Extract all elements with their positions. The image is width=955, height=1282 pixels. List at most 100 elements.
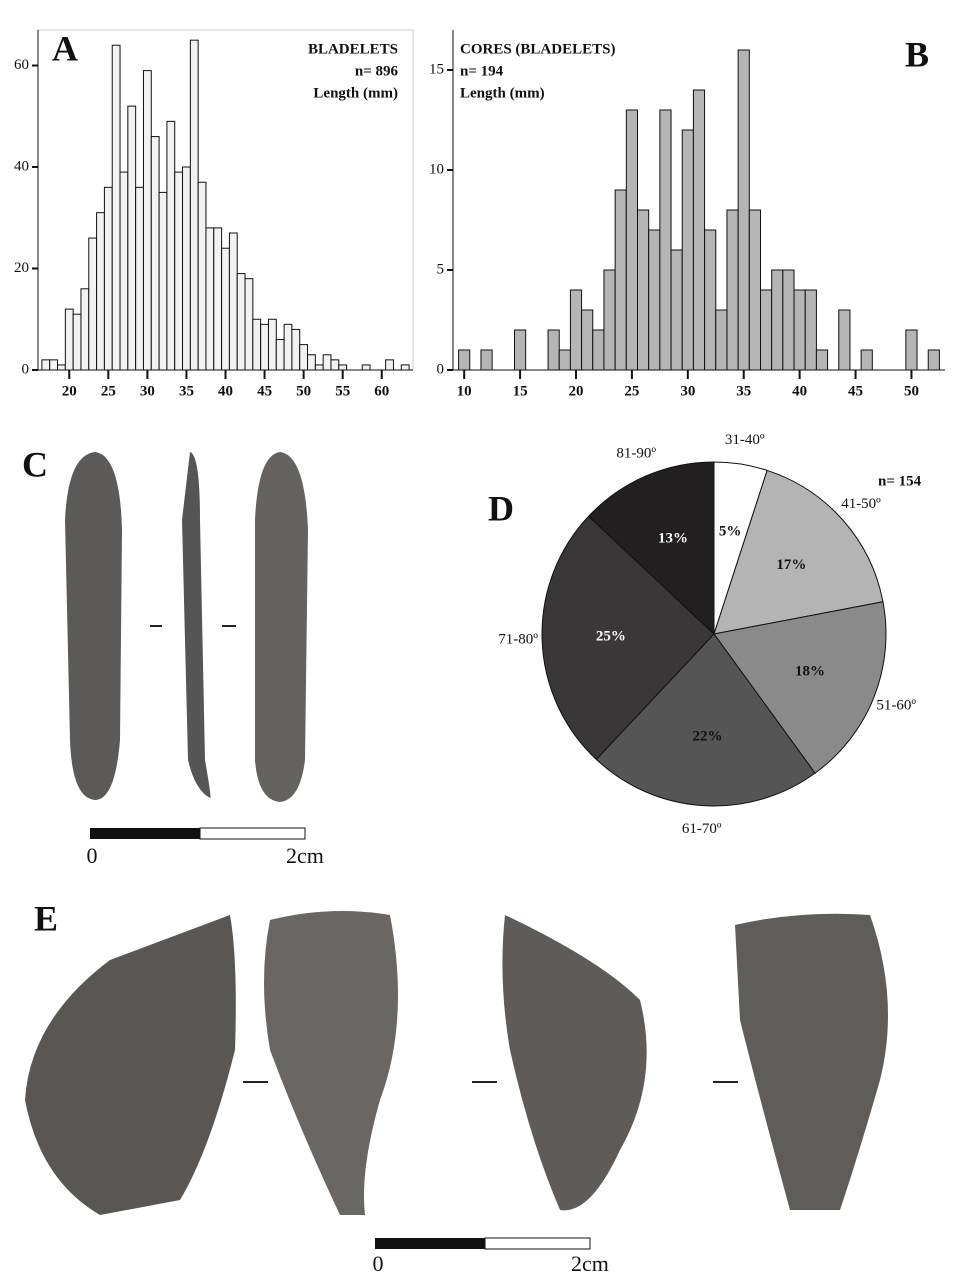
panel-letter: E: [34, 898, 58, 938]
bar: [197, 181, 207, 371]
bar: [804, 289, 817, 371]
chart-title: CORES (BLADELETS): [460, 41, 615, 57]
slice-label: 5%: [719, 524, 742, 540]
bar: [748, 209, 761, 371]
bar: [267, 318, 277, 371]
bar: [80, 288, 90, 371]
x-tick-label: 25: [624, 383, 639, 399]
slice-label: 18%: [795, 663, 825, 679]
bar: [603, 269, 616, 371]
bar: [569, 289, 583, 371]
x-tick-label: 20: [569, 383, 584, 399]
x-tick-label: 45: [257, 383, 272, 399]
y-tick-label: 40: [14, 158, 29, 174]
bar: [260, 323, 269, 371]
x-tick-label: 25: [101, 383, 116, 399]
bar: [213, 227, 223, 371]
bar: [704, 229, 717, 371]
x-tick-label: 30: [140, 383, 155, 399]
annotation: Length (mm): [313, 85, 398, 101]
bar: [49, 359, 59, 371]
chart-title: BLADELETS: [308, 41, 398, 57]
x-tick-label: 50: [904, 383, 919, 399]
bar: [648, 229, 661, 371]
bar: [692, 89, 706, 371]
bar: [205, 227, 215, 371]
bar: [514, 329, 527, 371]
category-label: 51-60º: [876, 698, 916, 714]
bar: [127, 105, 137, 371]
x-tick-label: 55: [335, 383, 350, 399]
bar: [385, 359, 394, 371]
bar: [57, 364, 66, 371]
bar: [64, 308, 74, 371]
x-tick-label: 50: [296, 383, 311, 399]
y-tick-label: 15: [429, 61, 444, 77]
bar: [96, 212, 105, 371]
scale-label: 0: [373, 1251, 384, 1276]
category-label: 41-50º: [841, 496, 881, 512]
panel-letter: B: [905, 34, 929, 74]
bar: [322, 354, 332, 371]
photo-cores: [25, 911, 888, 1215]
bar: [88, 237, 98, 371]
bar: [737, 49, 750, 371]
bar: [614, 189, 627, 371]
bar: [142, 70, 152, 371]
y-tick-label: 5: [437, 261, 445, 277]
bar: [41, 359, 51, 371]
x-tick-label: 35: [736, 383, 751, 399]
bar: [361, 364, 371, 371]
slice-label: 17%: [776, 557, 806, 573]
slice-label: 13%: [658, 531, 688, 547]
bar: [838, 309, 851, 371]
pie-slice: [587, 461, 715, 636]
y-tick-label: 10: [429, 161, 444, 177]
slice-label: 25%: [596, 629, 626, 645]
bar: [480, 349, 493, 371]
bar: [236, 273, 246, 371]
bar: [244, 278, 254, 371]
bar: [314, 364, 324, 371]
x-tick-label: 40: [792, 383, 807, 399]
bar: [307, 354, 316, 371]
category-label: 71-80º: [498, 632, 538, 648]
panel-letter: D: [488, 488, 514, 528]
bar: [793, 289, 806, 371]
panel-letter: C: [22, 444, 48, 484]
bar: [581, 309, 594, 371]
bar: [299, 344, 309, 371]
bar: [815, 349, 829, 371]
bar: [458, 349, 471, 371]
category-label: 81-90º: [616, 446, 656, 462]
bar: [291, 328, 301, 371]
bar: [330, 359, 340, 371]
x-tick-label: 10: [457, 383, 472, 399]
bar: [927, 349, 940, 371]
annotation: Length (mm): [460, 85, 545, 101]
bar: [103, 186, 113, 371]
bar: [715, 309, 728, 371]
bar: [182, 166, 191, 371]
bar: [547, 329, 560, 371]
category-label: 31-40º: [725, 432, 765, 448]
bar: [221, 247, 230, 371]
bar: [637, 209, 650, 371]
scale-label: 2cm: [286, 843, 324, 868]
y-tick-label: 60: [14, 57, 29, 73]
annotation: n= 194: [460, 63, 504, 79]
x-tick-label: 15: [513, 383, 528, 399]
bar: [782, 269, 795, 371]
x-tick-label: 35: [179, 383, 194, 399]
bar: [158, 191, 168, 371]
pie-slice: [541, 515, 715, 761]
annotation: n= 154: [878, 473, 922, 489]
y-tick-label: 0: [22, 361, 30, 377]
bar: [252, 318, 262, 371]
bar: [726, 209, 739, 371]
photo-blades: [65, 452, 308, 802]
bar: [174, 171, 184, 371]
bar: [189, 39, 199, 371]
bar: [670, 249, 683, 371]
